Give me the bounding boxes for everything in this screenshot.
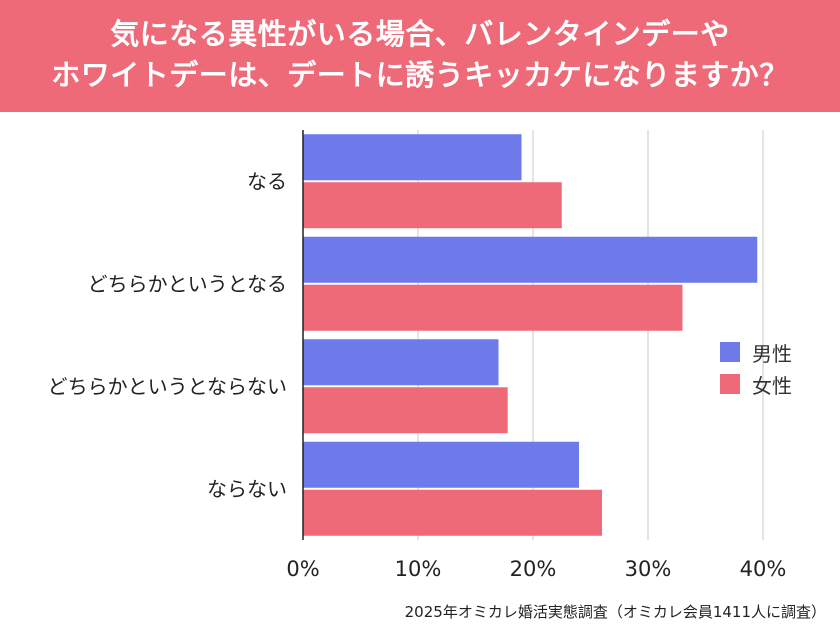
x-tick-label: 30% — [625, 557, 672, 581]
footnote: 2025年オミカレ婚活実態調査（オミカレ会員1411人に調査） — [404, 603, 826, 621]
x-tick-label: 0% — [286, 557, 319, 581]
category-label: どちらかというとならない — [48, 374, 287, 398]
bar-female — [303, 489, 602, 536]
bar-male — [303, 134, 522, 181]
title-banner: 気になる異性がいる場合、バレンタインデーや ホワイトデーは、デートに誘うキッカケ… — [0, 0, 840, 112]
category-label: ならない — [207, 477, 287, 501]
x-tick-label: 20% — [510, 557, 557, 581]
legend-swatch-male — [720, 342, 740, 362]
bar-male — [303, 441, 579, 488]
legend: 男性 女性 — [720, 336, 792, 400]
bar-female — [303, 182, 562, 229]
legend-item-male: 男性 — [720, 336, 792, 368]
category-label: なる — [247, 169, 287, 193]
legend-swatch-female — [720, 374, 740, 394]
bar-female — [303, 387, 508, 434]
legend-item-female: 女性 — [720, 368, 792, 400]
title-line-1: 気になる異性がいる場合、バレンタインデーや — [110, 17, 730, 51]
x-tick-label: 10% — [395, 557, 442, 581]
bar-male — [303, 236, 758, 283]
legend-label-female: 女性 — [752, 373, 792, 398]
title-line-2: ホワイトデーは、デートに誘うキッカケになりますか？ — [51, 58, 789, 92]
x-tick-label: 40% — [740, 557, 787, 581]
legend-label-male: 男性 — [752, 341, 792, 366]
bar-female — [303, 284, 683, 331]
category-label: どちらかというとなる — [88, 272, 287, 296]
bar-male — [303, 339, 499, 386]
